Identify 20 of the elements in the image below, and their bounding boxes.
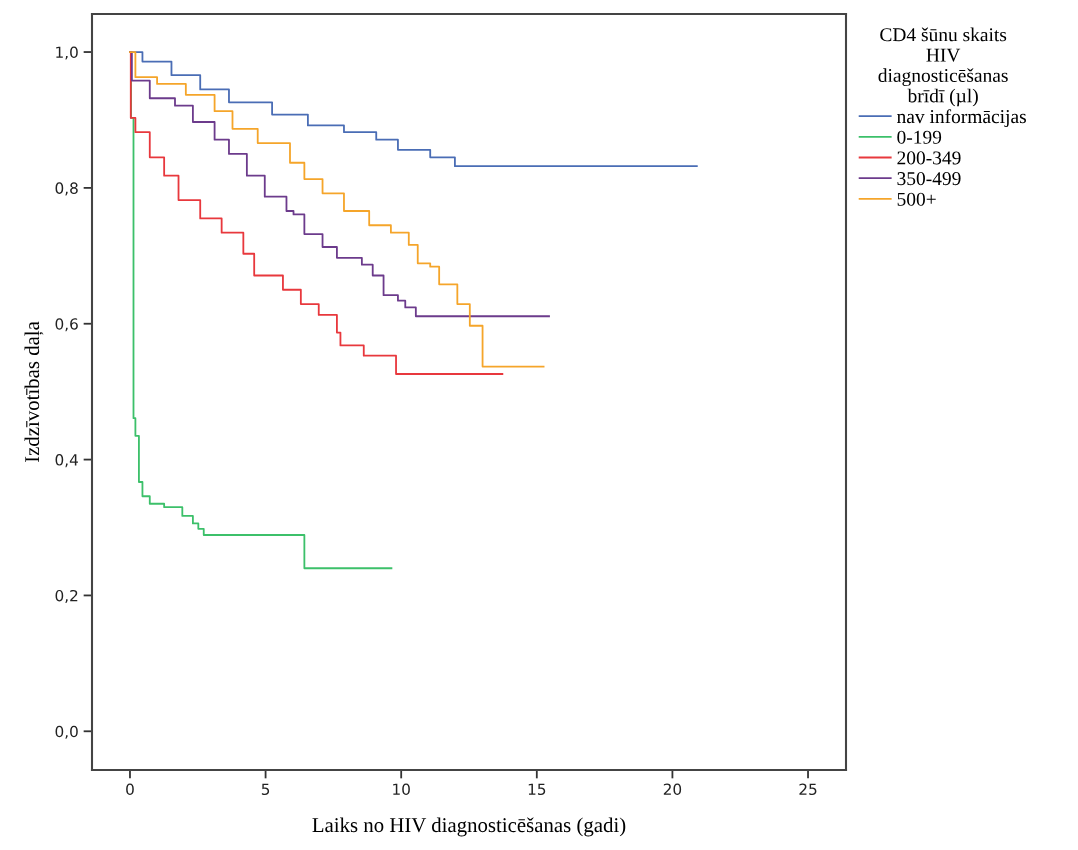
y-tick-label: 0,6	[55, 318, 78, 332]
x-tick-label: 15	[528, 783, 546, 796]
y-tick-label: 0,2	[55, 589, 78, 604]
legend-label: 350-499	[897, 172, 961, 186]
x-tick-label: 0	[126, 783, 134, 796]
x-tick-label: 10	[393, 783, 410, 796]
legend-label: 200-349	[897, 151, 961, 165]
y-tick-label: 0,8	[55, 182, 78, 196]
y-tick-label: 1,0	[56, 46, 78, 60]
x-tick-label: 5	[261, 783, 270, 796]
legend-title: CD4 šūnu skaits HIV diagnosticēšanas brīdī (µl)	[878, 27, 1008, 107]
x-axis-title: Laiks no HIV diagnosticēšanas (gadi)	[312, 817, 626, 837]
y-axis-title: Izdzīvotības daļa	[24, 321, 44, 463]
x-tick-label: 20	[663, 783, 682, 796]
legend-label: 0-199	[897, 130, 942, 144]
y-tick-label: 0,4	[55, 454, 78, 468]
legend-label: nav informācijas	[897, 109, 1026, 128]
x-tick-label: 25	[799, 783, 817, 796]
y-tick-label: 0,0	[55, 725, 78, 739]
legend-label: 500+	[897, 192, 936, 206]
